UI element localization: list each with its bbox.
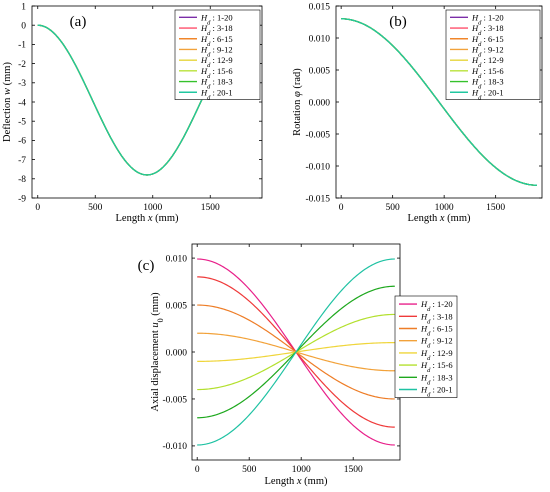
legend-box xyxy=(394,295,458,398)
y-tick-label: -0.015 xyxy=(305,194,330,204)
legend-entry-1-20: Hd : 1-20 xyxy=(420,299,453,313)
y-tick-label: -2 xyxy=(18,60,26,70)
y-tick-label: -0.010 xyxy=(305,162,330,172)
y-tick-label: -7 xyxy=(18,156,26,166)
legend-entry-6-15: Hd : 6-15 xyxy=(420,324,453,338)
y-tick-label: -9 xyxy=(18,194,26,204)
legend-entry-9-12: Hd : 9-12 xyxy=(420,336,453,350)
y-tick-label: 0.010 xyxy=(309,34,331,44)
x-tick-label: 1500 xyxy=(344,465,363,475)
panel-label: (b) xyxy=(389,14,407,30)
y-tick-label: 0.000 xyxy=(166,348,188,358)
y-tick-label: 0.000 xyxy=(309,98,331,108)
y-tick-label: 0.005 xyxy=(309,66,331,76)
legend-entry-6-15: Hd : 6-15 xyxy=(200,34,233,48)
panel-b: 0 500 1000 1500 -0.015 -0.010 -0.005 0.000 0.005… xyxy=(292,2,543,224)
legend-entry-3-18: Hd : 3-18 xyxy=(471,23,504,37)
x-tick-label: 1000 xyxy=(292,465,311,475)
legend-entry-9-12: Hd : 9-12 xyxy=(200,44,233,58)
y-tick-label: 0.010 xyxy=(166,254,188,264)
x-tick-label: 1000 xyxy=(435,203,454,213)
y-axis-label: Rotation φ (rad) xyxy=(292,68,303,136)
legend-entry-1-20: Hd : 1-20 xyxy=(471,12,504,26)
legend-entry-18-3: Hd : 18-3 xyxy=(471,77,504,91)
series-line-20-1 xyxy=(197,258,395,446)
x-tick-label: 1500 xyxy=(201,203,220,213)
legend-entry-20-1: Hd : 20-1 xyxy=(420,385,453,399)
legend-entry-15-6: Hd : 15-6 xyxy=(200,66,233,80)
panel-label: (a) xyxy=(70,14,87,30)
x-tick-label: 1500 xyxy=(486,203,505,213)
legend-box xyxy=(174,9,261,100)
y-tick-label: -5 xyxy=(18,118,26,128)
x-tick-label: 500 xyxy=(242,465,257,475)
y-tick-label: 0.015 xyxy=(309,2,331,12)
x-tick-label: 500 xyxy=(88,203,103,213)
x-axis-label: Length x (mm) xyxy=(116,213,180,224)
panel-a: 0 500 1000 1500 -9 -8 -7 -6 -5 -4 -3 -2 -1 0 1 Length x… xyxy=(2,2,263,224)
legend-entry-15-6: Hd : 15-6 xyxy=(471,66,504,80)
x-tick-label: 0 xyxy=(339,203,344,213)
legend-entry-3-18: Hd : 3-18 xyxy=(420,311,453,325)
y-tick-label: -6 xyxy=(18,137,26,147)
legend-entry-20-1: Hd : 20-1 xyxy=(471,87,504,101)
panel-c: 0 500 1000 1500 -0.010 -0.005 0.000 0.005 0.010 L… xyxy=(138,243,458,487)
x-tick-label: 0 xyxy=(35,203,40,213)
legend-entry-1-20: Hd : 1-20 xyxy=(200,12,233,26)
legend-entry-12-9: Hd : 12-9 xyxy=(200,55,233,69)
legend-entry-9-12: Hd : 9-12 xyxy=(471,44,504,58)
legend-entry-15-6: Hd : 15-6 xyxy=(420,360,453,374)
x-tick-label: 0 xyxy=(195,465,200,475)
legend-box xyxy=(445,9,541,100)
y-axis-label: Axial displacement u0 (mm) xyxy=(150,292,165,412)
y-tick-label: -0.005 xyxy=(162,395,187,405)
panel-label: (c) xyxy=(138,258,155,274)
x-tick-label: 1000 xyxy=(143,203,162,213)
x-axis-label: Length x (mm) xyxy=(408,213,472,224)
y-tick-label: -4 xyxy=(18,98,26,108)
x-tick-label: 500 xyxy=(386,203,401,213)
legend-entry-20-1: Hd : 20-1 xyxy=(200,87,233,101)
series-line-20-1 xyxy=(341,18,537,186)
y-tick-label: 1 xyxy=(21,2,26,12)
y-tick-label: -3 xyxy=(18,79,26,89)
y-tick-label: -1 xyxy=(18,41,26,51)
y-tick-label: 0.005 xyxy=(166,301,188,311)
legend-entry-12-9: Hd : 12-9 xyxy=(471,55,504,69)
y-tick-label: -8 xyxy=(18,175,26,185)
y-tick-label: 0 xyxy=(21,22,26,32)
legend-entry-3-18: Hd : 3-18 xyxy=(200,23,233,37)
x-axis-label: Length x (mm) xyxy=(265,476,329,487)
legend-entry-12-9: Hd : 12-9 xyxy=(420,348,453,362)
legend-entry-18-3: Hd : 18-3 xyxy=(200,77,233,91)
legend-entry-18-3: Hd : 18-3 xyxy=(420,372,453,386)
y-tick-label: -0.005 xyxy=(305,130,330,140)
y-tick-label: -0.010 xyxy=(162,442,187,452)
legend-entry-6-15: Hd : 6-15 xyxy=(471,34,504,48)
y-axis-label: Deflection w (mm) xyxy=(2,62,13,142)
